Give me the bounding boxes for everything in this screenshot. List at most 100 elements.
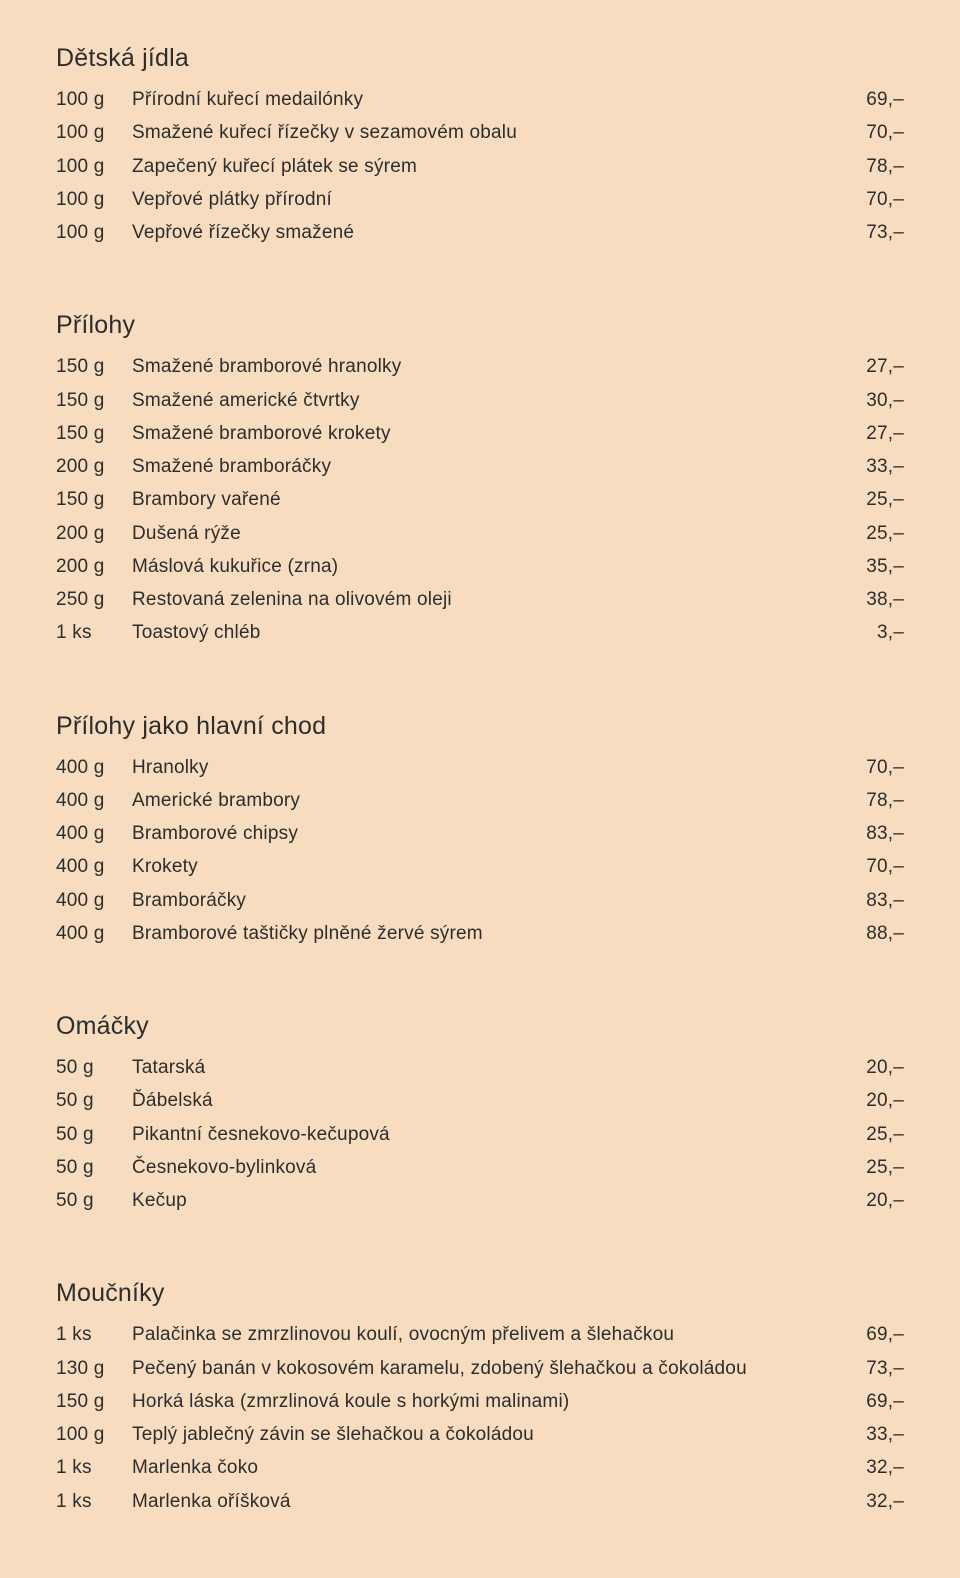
item-price: 32,– [866, 1485, 904, 1518]
item-name: Ďábelská [132, 1084, 866, 1117]
menu-item-row: 100 gPřírodní kuřecí medailónky69,– [56, 83, 904, 116]
menu-item-row: 130 gPečený banán v kokosovém karamelu, … [56, 1352, 904, 1385]
item-name: Smažené kuřecí řízečky v sezamovém obalu [132, 116, 866, 149]
item-quantity: 400 g [56, 850, 132, 883]
menu-item-row: 100 gZapečený kuřecí plátek se sýrem78,– [56, 150, 904, 183]
menu-page: Dětská jídla100 gPřírodní kuřecí medailó… [0, 0, 960, 1578]
item-name: Kečup [132, 1184, 866, 1217]
menu-item-row: 50 gČesnekovo-bylinková25,– [56, 1151, 904, 1184]
item-price: 32,– [866, 1451, 904, 1484]
item-name: Bramborové taštičky plněné žervé sýrem [132, 917, 866, 950]
menu-item-row: 50 gKečup20,– [56, 1184, 904, 1217]
menu-item-row: 150 gSmažené bramborové krokety27,– [56, 417, 904, 450]
item-quantity: 1 ks [56, 1318, 132, 1351]
menu-item-row: 400 gAmerické brambory78,– [56, 784, 904, 817]
menu-item-row: 400 gHranolky70,– [56, 751, 904, 784]
menu-item-row: 100 gSmažené kuřecí řízečky v sezamovém … [56, 116, 904, 149]
section-title: Přílohy jako hlavní chod [56, 712, 904, 741]
section-title: Omáčky [56, 1012, 904, 1041]
item-name: Dušená rýže [132, 517, 866, 550]
item-quantity: 100 g [56, 216, 132, 249]
menu-item-row: 200 gDušená rýže25,– [56, 517, 904, 550]
menu-section: Dětská jídla100 gPřírodní kuřecí medailó… [56, 44, 904, 249]
item-price: 78,– [866, 784, 904, 817]
item-name: Smažené bramboráčky [132, 450, 866, 483]
item-price: 35,– [866, 550, 904, 583]
item-price: 33,– [866, 450, 904, 483]
item-name: Palačinka se zmrzlinovou koulí, ovocným … [132, 1318, 866, 1351]
menu-item-row: 150 gBrambory vařené25,– [56, 483, 904, 516]
item-price: 83,– [866, 817, 904, 850]
item-price: 70,– [866, 116, 904, 149]
menu-section: Přílohy jako hlavní chod400 gHranolky70,… [56, 712, 904, 951]
item-price: 33,– [866, 1418, 904, 1451]
item-quantity: 50 g [56, 1151, 132, 1184]
item-price: 3,– [877, 616, 904, 649]
menu-section: Přílohy150 gSmažené bramborové hranolky2… [56, 311, 904, 649]
item-name: Pečený banán v kokosovém karamelu, zdobe… [132, 1352, 866, 1385]
item-name: Marlenka čoko [132, 1451, 866, 1484]
section-title: Moučníky [56, 1279, 904, 1308]
item-price: 20,– [866, 1051, 904, 1084]
menu-item-row: 400 gBramboráčky83,– [56, 884, 904, 917]
item-price: 73,– [866, 216, 904, 249]
item-price: 25,– [866, 517, 904, 550]
item-quantity: 250 g [56, 583, 132, 616]
item-quantity: 150 g [56, 384, 132, 417]
item-name: Brambory vařené [132, 483, 866, 516]
item-quantity: 400 g [56, 784, 132, 817]
menu-item-row: 1 ksMarlenka oříšková32,– [56, 1485, 904, 1518]
item-quantity: 100 g [56, 1418, 132, 1451]
menu-item-row: 50 gPikantní česnekovo-kečupová25,– [56, 1118, 904, 1151]
item-name: Restovaná zelenina na olivovém oleji [132, 583, 866, 616]
item-quantity: 400 g [56, 817, 132, 850]
menu-item-row: 150 gHorká láska (zmrzlinová koule s hor… [56, 1385, 904, 1418]
menu-item-row: 400 gBramborové chipsy83,– [56, 817, 904, 850]
item-name: Máslová kukuřice (zrna) [132, 550, 866, 583]
item-price: 30,– [866, 384, 904, 417]
item-quantity: 400 g [56, 884, 132, 917]
section-title: Přílohy [56, 311, 904, 340]
item-quantity: 200 g [56, 517, 132, 550]
item-name: Vepřové plátky přírodní [132, 183, 866, 216]
menu-item-row: 50 gĎábelská20,– [56, 1084, 904, 1117]
item-price: 88,– [866, 917, 904, 950]
item-quantity: 1 ks [56, 1485, 132, 1518]
item-price: 25,– [866, 1118, 904, 1151]
menu-item-row: 400 gKrokety70,– [56, 850, 904, 883]
item-name: Přírodní kuřecí medailónky [132, 83, 866, 116]
item-name: Horká láska (zmrzlinová koule s horkými … [132, 1385, 866, 1418]
menu-item-row: 100 gVepřové plátky přírodní70,– [56, 183, 904, 216]
menu-item-row: 200 gMáslová kukuřice (zrna)35,– [56, 550, 904, 583]
item-name: Krokety [132, 850, 866, 883]
item-price: 70,– [866, 183, 904, 216]
item-quantity: 150 g [56, 1385, 132, 1418]
item-price: 20,– [866, 1184, 904, 1217]
item-price: 73,– [866, 1352, 904, 1385]
item-quantity: 400 g [56, 751, 132, 784]
item-quantity: 50 g [56, 1051, 132, 1084]
item-name: Smažené americké čtvrtky [132, 384, 866, 417]
item-quantity: 1 ks [56, 1451, 132, 1484]
menu-item-row: 50 gTatarská20,– [56, 1051, 904, 1084]
item-price: 70,– [866, 850, 904, 883]
item-price: 83,– [866, 884, 904, 917]
item-quantity: 200 g [56, 450, 132, 483]
item-price: 20,– [866, 1084, 904, 1117]
item-price: 27,– [866, 417, 904, 450]
item-price: 25,– [866, 1151, 904, 1184]
item-name: Bramborové chipsy [132, 817, 866, 850]
item-quantity: 50 g [56, 1118, 132, 1151]
item-name: Smažené bramborové krokety [132, 417, 866, 450]
item-price: 25,– [866, 483, 904, 516]
item-name: Toastový chléb [132, 616, 877, 649]
item-quantity: 100 g [56, 183, 132, 216]
item-price: 38,– [866, 583, 904, 616]
item-name: Hranolky [132, 751, 866, 784]
item-price: 69,– [866, 1318, 904, 1351]
item-name: Pikantní česnekovo-kečupová [132, 1118, 866, 1151]
item-price: 70,– [866, 751, 904, 784]
item-quantity: 100 g [56, 83, 132, 116]
item-price: 69,– [866, 83, 904, 116]
item-name: Vepřové řízečky smažené [132, 216, 866, 249]
